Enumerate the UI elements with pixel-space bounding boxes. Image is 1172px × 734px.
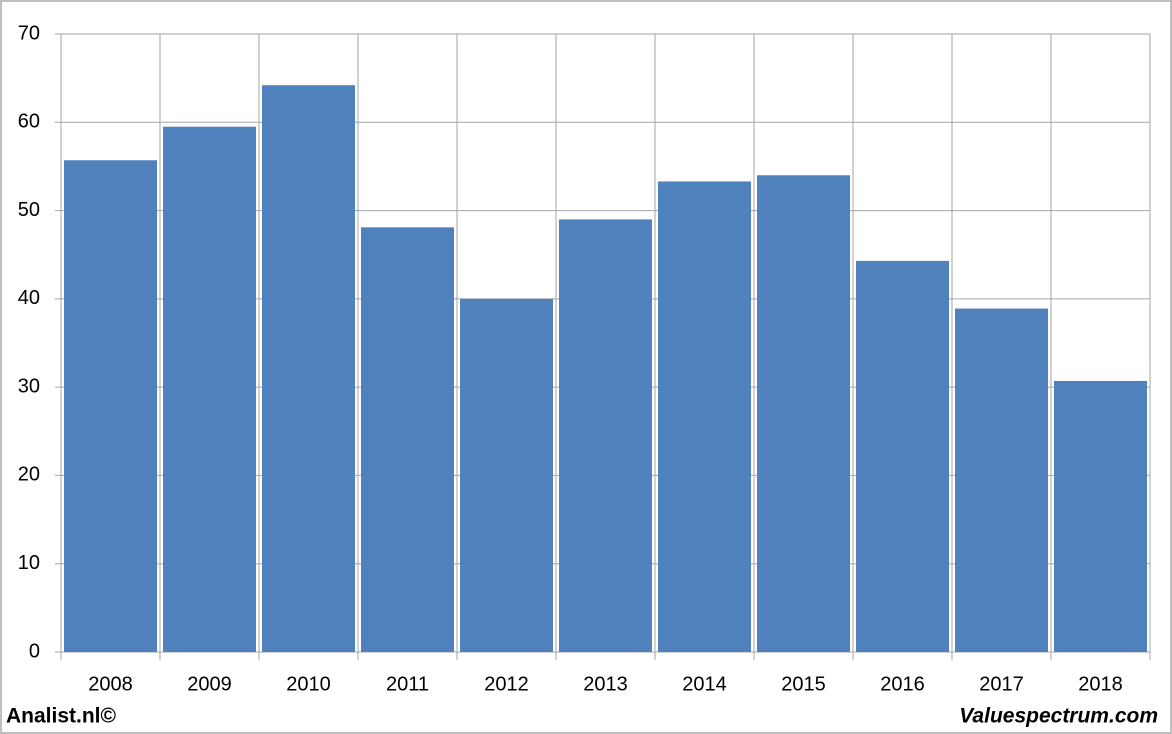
y-tick-label: 20 [18, 464, 40, 486]
y-tick-label: 0 [29, 640, 40, 662]
y-tick-label: 60 [18, 111, 40, 133]
bar [262, 85, 355, 653]
bar [559, 219, 652, 652]
bar [163, 126, 256, 652]
bar [856, 260, 949, 652]
y-tick-label: 50 [18, 199, 40, 221]
x-tick-label: 2015 [781, 673, 826, 695]
x-tick-label: 2010 [286, 673, 331, 695]
x-tick-label: 2009 [187, 673, 232, 695]
bar [658, 181, 751, 653]
bar [460, 298, 553, 652]
bar [955, 308, 1048, 652]
x-tick-label: 2016 [880, 673, 925, 695]
y-tick-label: 40 [18, 287, 40, 309]
bar [64, 160, 157, 652]
y-tick-label: 10 [18, 552, 40, 574]
source-left: Analist.nl© [6, 705, 117, 728]
x-tick-label: 2013 [583, 673, 628, 695]
x-tick-label: 2011 [386, 673, 429, 695]
bar [757, 175, 850, 652]
bar [361, 227, 454, 653]
x-tick-label: 2008 [88, 673, 133, 695]
x-tick-label: 2017 [979, 673, 1024, 695]
y-tick-label: 30 [18, 375, 40, 397]
y-tick-label: 70 [18, 22, 40, 44]
bar [1054, 380, 1147, 652]
source-right: Valuespectrum.com [959, 705, 1158, 728]
x-tick-label: 2018 [1078, 673, 1123, 695]
x-tick-label: 2014 [682, 673, 727, 695]
x-tick-label: 2012 [484, 673, 529, 695]
